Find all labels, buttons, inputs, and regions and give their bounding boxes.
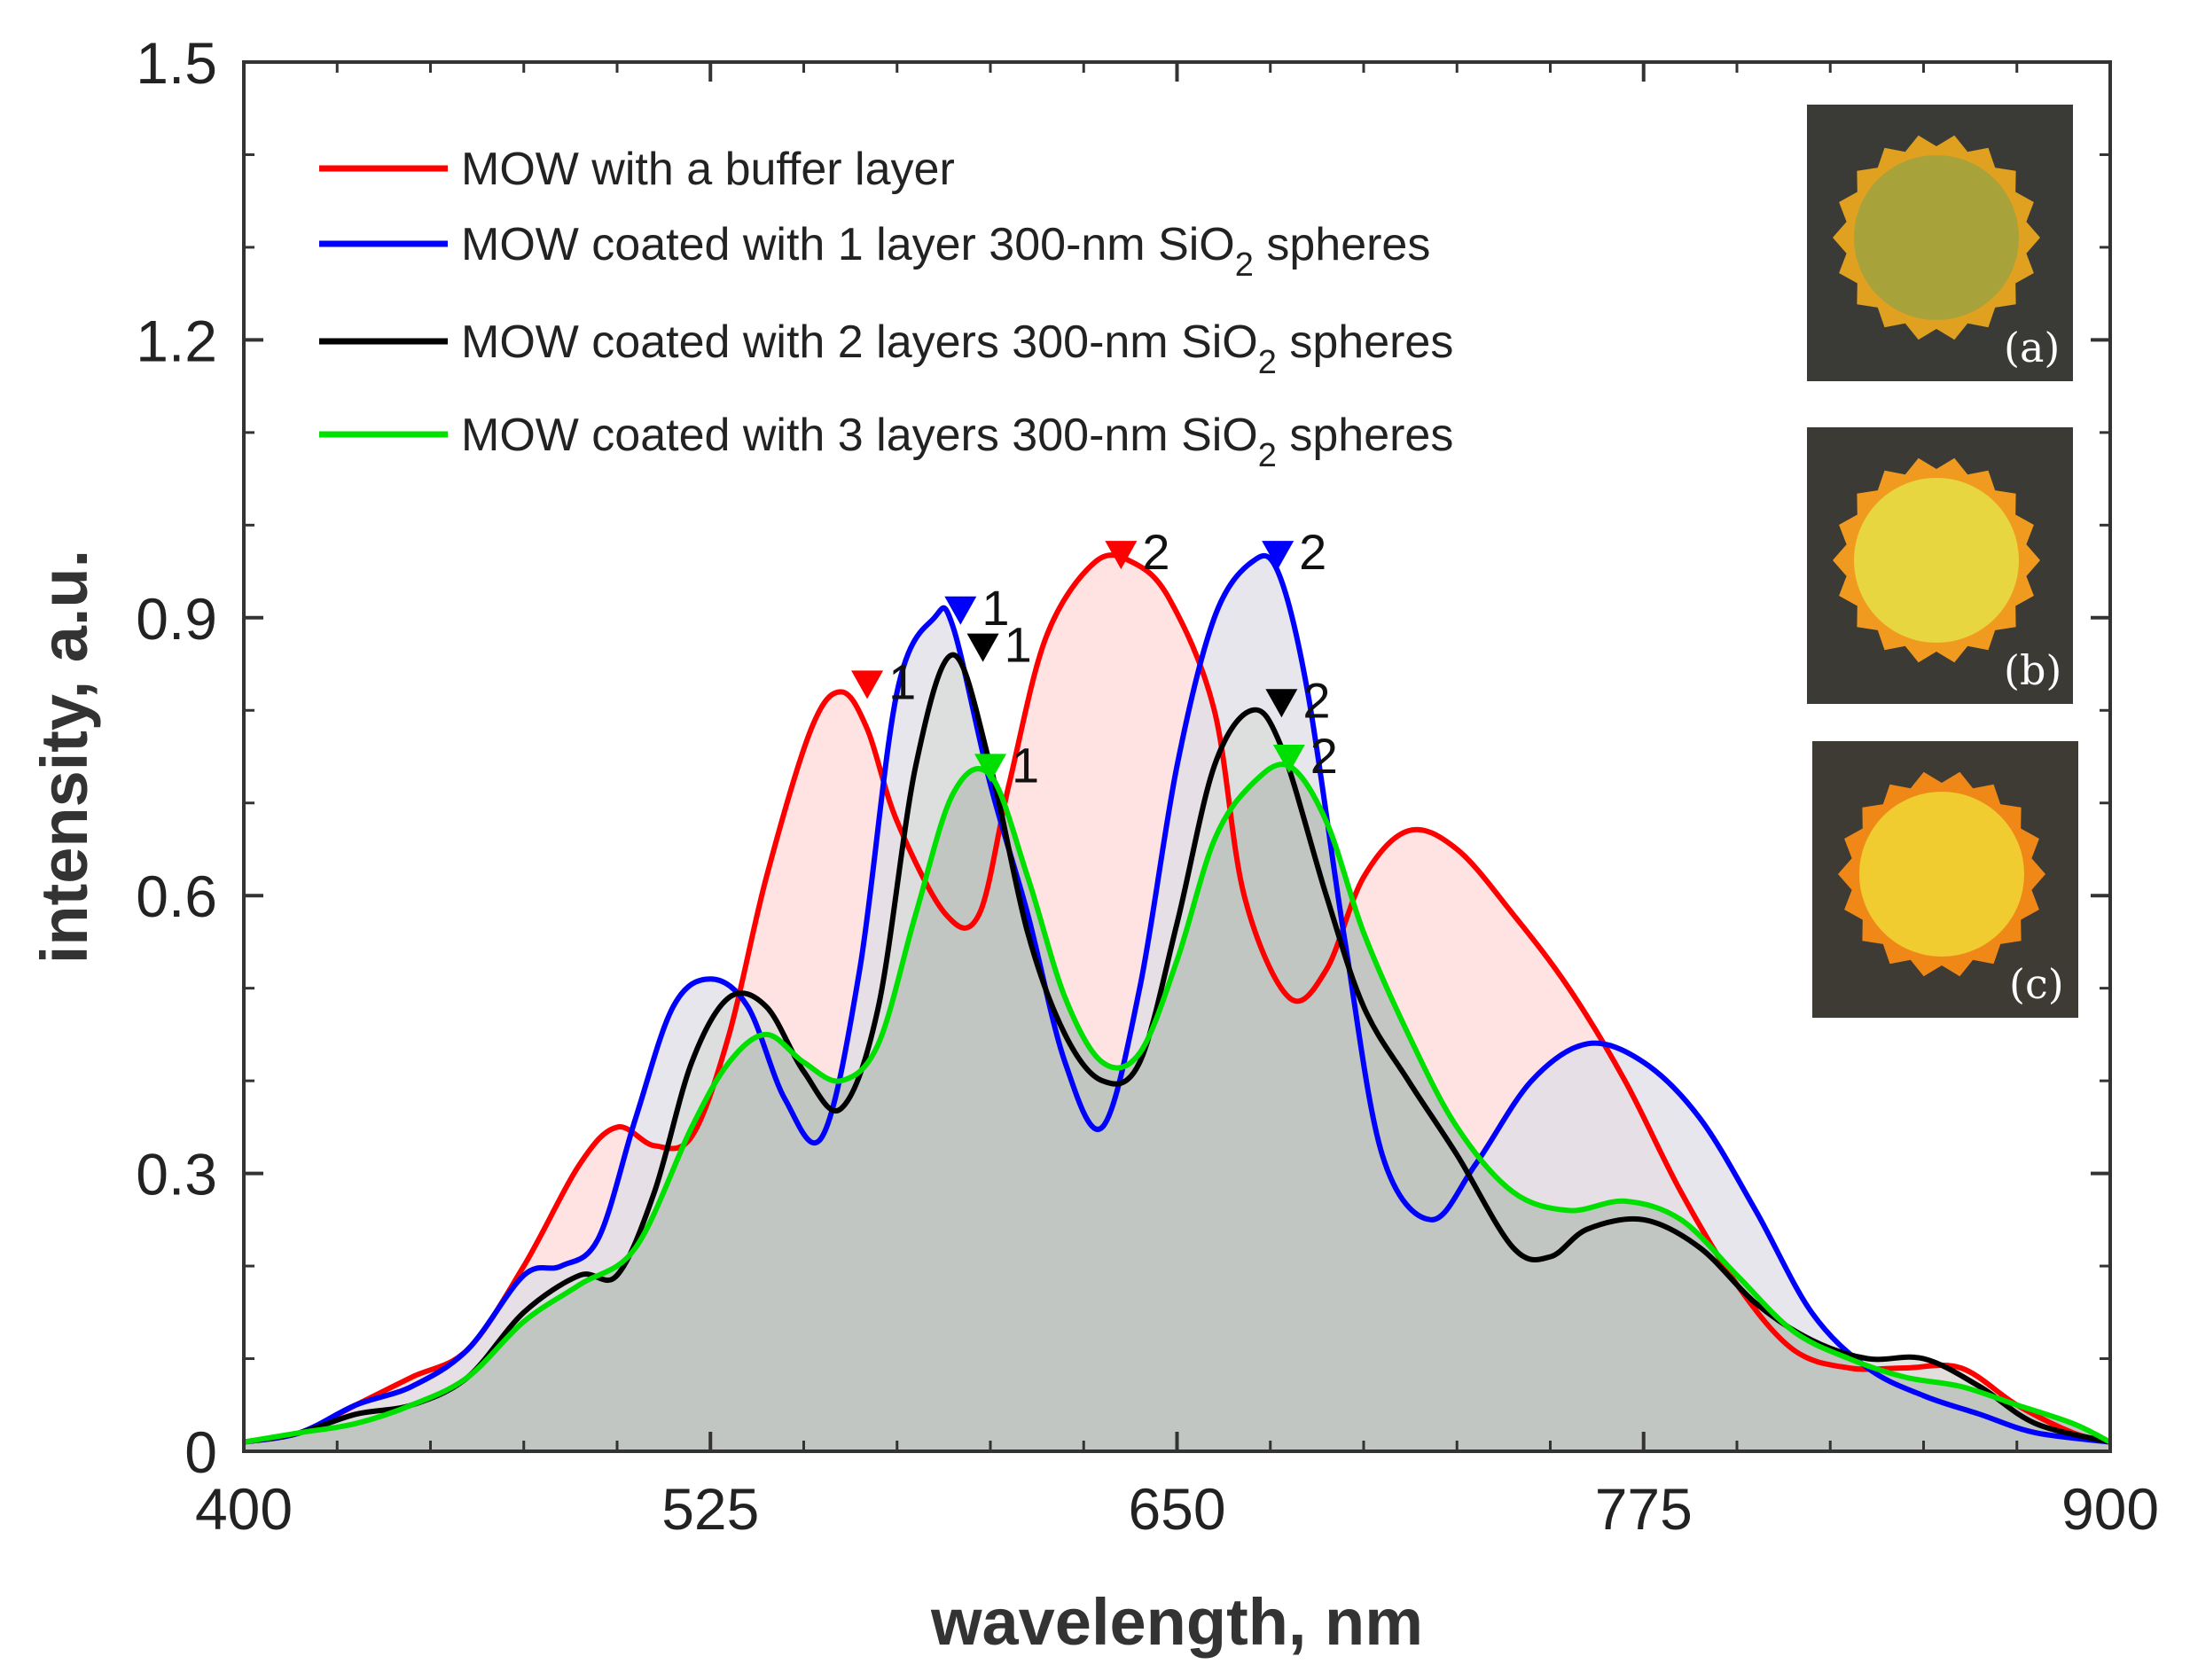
inset-label: (b) [2004,646,2061,694]
series-line-4 [243,762,2112,1445]
series-line-2 [243,552,2111,1445]
peak-marker-s3-1 [966,633,999,662]
x-axis-title: wavelength, nm [930,1585,1423,1659]
peak-label-s1-1: 1 [888,653,916,709]
legend-entry-4: MOW coated with 3 layers 300-nm SiO2 sph… [461,410,1453,474]
peak-label-s4-2: 2 [1310,728,1338,784]
legend-entry-1: MOW with a buffer layer [461,144,955,195]
inset-label: (c) [2009,960,2064,1008]
peak-label-s2-2: 2 [1299,524,1326,580]
peak-label-s3-2: 2 [1302,672,1330,728]
peak-label-s1-2: 2 [1142,524,1169,580]
y-axis-title: intensity, a.u. [27,550,101,964]
inset-spot-core [1859,792,2024,957]
inset-1: (a) [1807,105,2073,381]
peak-marker-s4-2 [1272,744,1305,773]
y-tick-label: 0.6 [136,863,217,929]
y-tick-label: 0 [184,1419,217,1485]
series-line-1 [243,552,2111,1445]
series-fill-4 [244,764,2110,1451]
legend-entry-3: MOW coated with 2 layers 300-nm SiO2 sph… [461,316,1453,381]
inset-spot-core [1854,155,2019,320]
peak-marker-s1-1 [851,670,884,699]
inset-3: (c) [1812,741,2078,1018]
peak-label-s2-1: 1 [982,580,1009,636]
y-tick-label: 0.3 [136,1142,217,1207]
peak-marker-s3-2 [1265,689,1298,718]
peak-markers: 1 2 1 2 1 2 1 2 [851,524,1338,793]
peak-marker-s2-2 [1262,541,1294,570]
legend: MOW with a buffer layer MOW coated with 1… [319,144,1453,474]
x-tick-label: 775 [1595,1476,1693,1542]
series-lines [243,552,2112,1445]
inset-images: (a) (b) (c) [1807,105,2078,1018]
inset-label: (a) [2004,324,2060,371]
inset-2: (b) [1807,427,2073,704]
x-tick-label: 525 [661,1476,759,1542]
series-fills [244,555,2110,1451]
y-tick-label: 1.5 [136,30,217,96]
y-tick-label: 1.2 [136,308,217,373]
peak-marker-s4-1 [974,754,1006,783]
x-tick-label: 400 [195,1476,293,1542]
inset-spot-core [1854,478,2019,643]
peak-label-s3-1: 1 [1005,617,1032,673]
y-tick-label: 0.9 [136,586,217,652]
x-tick-label: 650 [1128,1476,1225,1542]
legend-entry-2: MOW coated with 1 layer 300-nm SiO2 sphe… [461,219,1430,284]
axis-ticks: 400 525 650 775 900 0 0.3 0.6 0.9 1.2 1.5 [136,30,2159,1542]
peak-marker-s2-1 [944,596,977,625]
peak-label-s4-1: 1 [1012,737,1039,793]
x-tick-label: 900 [2061,1476,2159,1542]
peak-marker-s1-2 [1105,541,1138,570]
